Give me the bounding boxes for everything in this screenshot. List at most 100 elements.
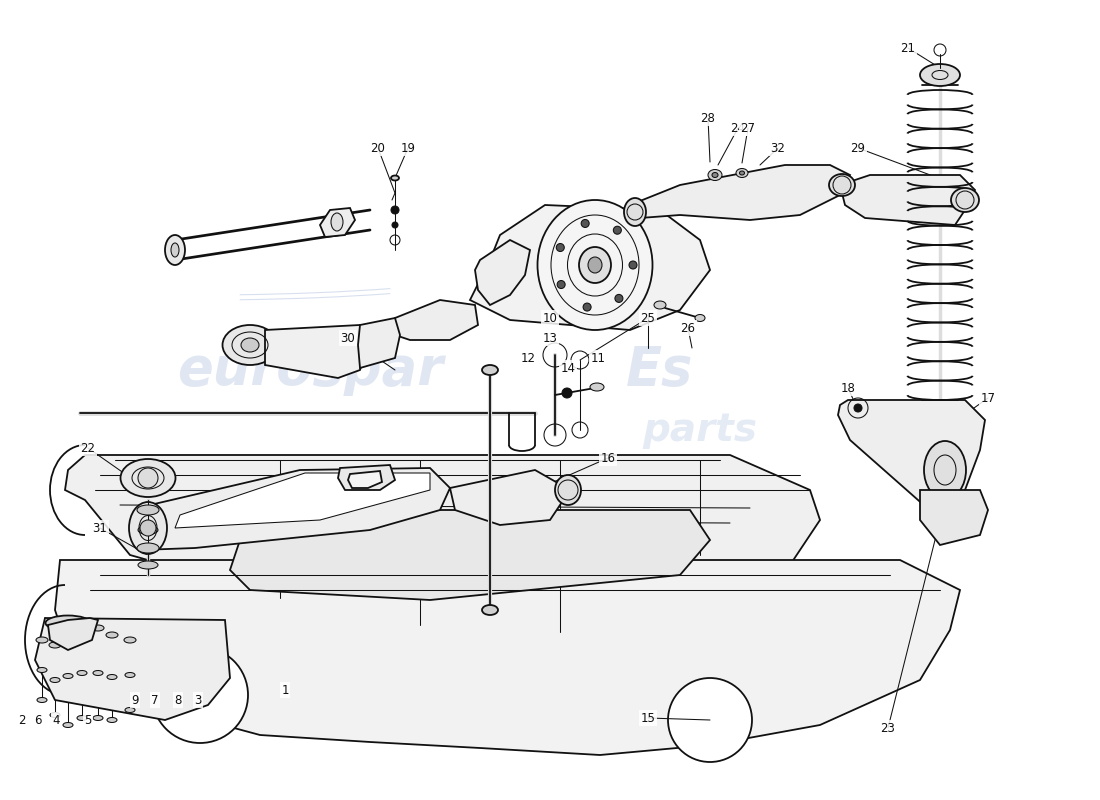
Polygon shape bbox=[140, 468, 450, 550]
Polygon shape bbox=[48, 618, 98, 650]
Polygon shape bbox=[230, 510, 710, 600]
Ellipse shape bbox=[50, 642, 60, 648]
Ellipse shape bbox=[170, 243, 179, 257]
Ellipse shape bbox=[92, 625, 104, 631]
Text: 30: 30 bbox=[341, 331, 355, 345]
Text: 11: 11 bbox=[591, 351, 605, 365]
Circle shape bbox=[614, 226, 622, 234]
Text: 32: 32 bbox=[771, 142, 785, 154]
Ellipse shape bbox=[125, 673, 135, 678]
Text: 9: 9 bbox=[131, 694, 139, 706]
Ellipse shape bbox=[37, 698, 47, 702]
Text: 15: 15 bbox=[640, 711, 656, 725]
Ellipse shape bbox=[121, 459, 176, 497]
Text: 8: 8 bbox=[174, 694, 182, 706]
Ellipse shape bbox=[138, 505, 160, 515]
Polygon shape bbox=[450, 470, 570, 525]
Ellipse shape bbox=[331, 213, 343, 231]
Polygon shape bbox=[630, 165, 850, 220]
Text: 20: 20 bbox=[371, 142, 385, 154]
Circle shape bbox=[629, 261, 637, 269]
Ellipse shape bbox=[62, 625, 74, 631]
Text: 14: 14 bbox=[561, 362, 575, 374]
Text: eurospar: eurospar bbox=[177, 344, 443, 396]
Circle shape bbox=[562, 388, 572, 398]
Text: 13: 13 bbox=[542, 331, 558, 345]
Text: parts: parts bbox=[642, 411, 758, 449]
Ellipse shape bbox=[924, 441, 966, 499]
Circle shape bbox=[557, 281, 565, 289]
Text: 18: 18 bbox=[840, 382, 856, 394]
Text: 21: 21 bbox=[901, 42, 915, 54]
Ellipse shape bbox=[390, 175, 399, 181]
Circle shape bbox=[152, 647, 248, 743]
Ellipse shape bbox=[482, 365, 498, 375]
Ellipse shape bbox=[63, 722, 73, 727]
Ellipse shape bbox=[624, 198, 646, 226]
Polygon shape bbox=[358, 318, 400, 368]
Circle shape bbox=[140, 520, 156, 536]
Ellipse shape bbox=[241, 338, 258, 352]
Polygon shape bbox=[175, 473, 430, 528]
Text: 10: 10 bbox=[542, 311, 558, 325]
Text: 5: 5 bbox=[85, 714, 91, 726]
Text: 4: 4 bbox=[53, 714, 59, 726]
Text: 31: 31 bbox=[92, 522, 108, 534]
Ellipse shape bbox=[138, 526, 158, 534]
Text: 2: 2 bbox=[19, 714, 25, 726]
Ellipse shape bbox=[94, 715, 103, 721]
Text: parts: parts bbox=[529, 496, 611, 524]
Text: Es: Es bbox=[626, 344, 694, 396]
Ellipse shape bbox=[107, 674, 117, 679]
Ellipse shape bbox=[125, 707, 135, 713]
Ellipse shape bbox=[165, 235, 185, 265]
Circle shape bbox=[581, 219, 590, 227]
Polygon shape bbox=[920, 490, 988, 545]
Ellipse shape bbox=[107, 718, 117, 722]
Ellipse shape bbox=[736, 169, 748, 178]
Ellipse shape bbox=[36, 637, 48, 643]
Text: 26: 26 bbox=[681, 322, 695, 334]
Circle shape bbox=[615, 294, 623, 302]
Text: 3: 3 bbox=[195, 694, 201, 706]
Ellipse shape bbox=[712, 173, 718, 178]
Circle shape bbox=[668, 678, 752, 762]
Circle shape bbox=[854, 404, 862, 412]
Ellipse shape bbox=[579, 247, 610, 283]
Ellipse shape bbox=[695, 314, 705, 322]
Ellipse shape bbox=[739, 171, 745, 175]
Polygon shape bbox=[475, 240, 530, 305]
Ellipse shape bbox=[50, 713, 60, 718]
Circle shape bbox=[392, 222, 398, 228]
Circle shape bbox=[557, 243, 564, 251]
Polygon shape bbox=[348, 471, 382, 488]
Ellipse shape bbox=[124, 637, 136, 643]
Text: 27: 27 bbox=[740, 122, 756, 134]
Text: 23: 23 bbox=[881, 722, 895, 734]
Polygon shape bbox=[395, 300, 478, 340]
Ellipse shape bbox=[138, 561, 158, 569]
Ellipse shape bbox=[94, 670, 103, 675]
Ellipse shape bbox=[129, 502, 167, 554]
Ellipse shape bbox=[222, 325, 277, 365]
Polygon shape bbox=[65, 455, 819, 635]
Text: 29: 29 bbox=[850, 142, 866, 154]
Text: 25: 25 bbox=[640, 311, 656, 325]
Polygon shape bbox=[55, 560, 960, 755]
Ellipse shape bbox=[654, 301, 666, 309]
Ellipse shape bbox=[590, 383, 604, 391]
Ellipse shape bbox=[482, 605, 498, 615]
Text: 16: 16 bbox=[601, 451, 616, 465]
Ellipse shape bbox=[63, 674, 73, 678]
Ellipse shape bbox=[138, 543, 160, 553]
Polygon shape bbox=[320, 208, 355, 237]
Polygon shape bbox=[338, 465, 395, 490]
Polygon shape bbox=[35, 618, 230, 720]
Ellipse shape bbox=[829, 174, 855, 196]
Ellipse shape bbox=[106, 632, 118, 638]
Ellipse shape bbox=[77, 670, 87, 675]
Ellipse shape bbox=[76, 625, 88, 631]
Text: 6: 6 bbox=[34, 714, 42, 726]
Ellipse shape bbox=[50, 678, 60, 682]
Ellipse shape bbox=[588, 257, 602, 273]
